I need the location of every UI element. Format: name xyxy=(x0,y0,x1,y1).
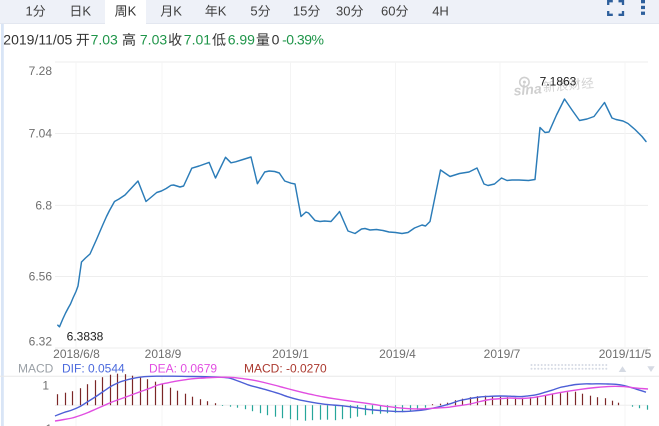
svg-text:2019/11/5: 2019/11/5 xyxy=(599,347,652,361)
svg-text:1: 1 xyxy=(42,379,49,393)
svg-text:6.99: 6.99 xyxy=(228,32,255,48)
svg-text:60: 60 xyxy=(381,4,395,19)
svg-text:7.1863: 7.1863 xyxy=(540,75,577,89)
svg-text:-0.39%: -0.39% xyxy=(282,32,323,48)
svg-text:2018/9: 2018/9 xyxy=(145,347,182,361)
svg-text:K: K xyxy=(173,4,182,19)
svg-text:1: 1 xyxy=(26,4,33,19)
svg-text:6.32: 6.32 xyxy=(29,335,53,349)
svg-text:7.01: 7.01 xyxy=(184,32,211,48)
svg-text:sina: sina xyxy=(513,80,543,98)
svg-text:2019/1: 2019/1 xyxy=(272,347,309,361)
svg-text:6.56: 6.56 xyxy=(29,270,53,284)
svg-text:K: K xyxy=(218,4,227,19)
svg-text:-1: -1 xyxy=(41,422,52,426)
svg-text:4H: 4H xyxy=(432,4,449,19)
svg-text:MACD: -0.0270: MACD: -0.0270 xyxy=(244,362,327,376)
svg-text:2019/4: 2019/4 xyxy=(379,347,416,361)
svg-text:7.04: 7.04 xyxy=(29,127,53,141)
svg-text:MACD: MACD xyxy=(18,362,54,376)
svg-text:7.03: 7.03 xyxy=(140,32,167,48)
svg-text:6.3838: 6.3838 xyxy=(67,330,104,344)
svg-text:2019/7: 2019/7 xyxy=(484,347,521,361)
svg-text:2019/11/05: 2019/11/05 xyxy=(3,32,72,48)
svg-text:7.03: 7.03 xyxy=(91,32,118,48)
svg-text:K: K xyxy=(128,4,137,19)
svg-text:0: 0 xyxy=(272,32,280,48)
svg-text:K: K xyxy=(82,4,91,19)
svg-text:6.8: 6.8 xyxy=(35,199,52,213)
svg-text:15: 15 xyxy=(293,4,307,19)
svg-text:7.28: 7.28 xyxy=(29,64,53,78)
svg-text:DIF: 0.0544: DIF: 0.0544 xyxy=(62,362,125,376)
svg-text:DEA: 0.0679: DEA: 0.0679 xyxy=(149,362,217,376)
svg-text:30: 30 xyxy=(336,4,350,19)
svg-text:5: 5 xyxy=(250,4,257,19)
svg-text:2018/6/8: 2018/6/8 xyxy=(53,347,100,361)
